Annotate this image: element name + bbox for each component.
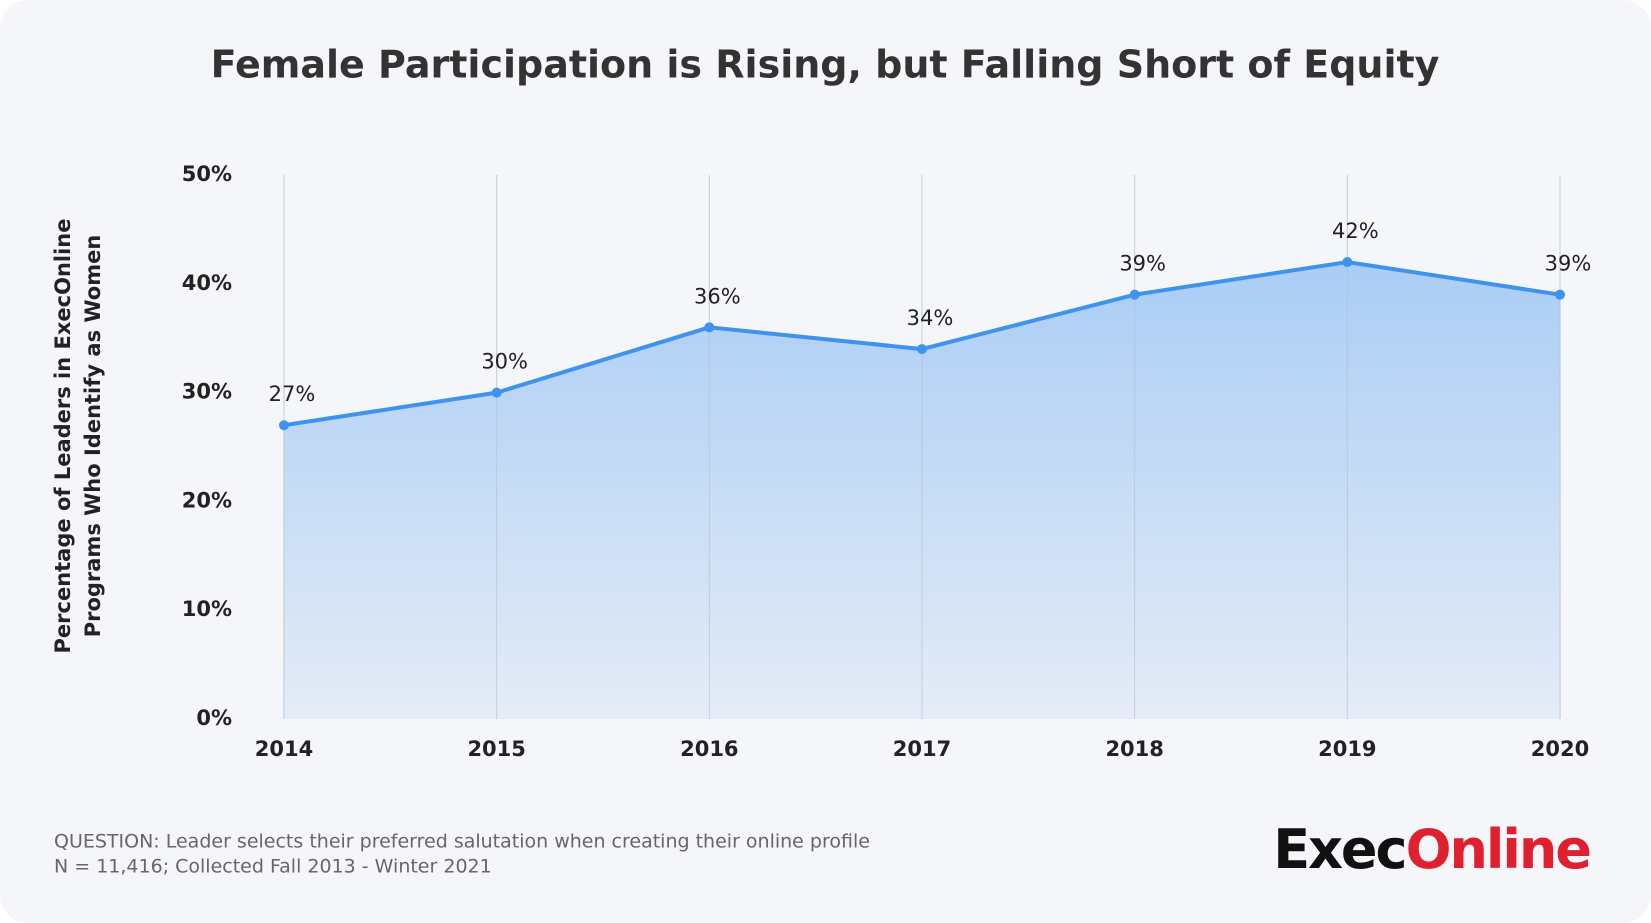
x-tick-label: 2017 xyxy=(893,737,951,761)
y-tick-label: 10% xyxy=(182,597,232,621)
x-tick-label: 2019 xyxy=(1318,737,1376,761)
value-label: 34% xyxy=(907,306,954,330)
x-tick-label: 2016 xyxy=(680,737,738,761)
value-label: 30% xyxy=(481,350,528,374)
point xyxy=(1342,257,1353,268)
x-tick-label: 2020 xyxy=(1531,737,1589,761)
y-axis-label: Programs Who Identify as Women xyxy=(81,235,105,638)
logo: ExecOnline xyxy=(1273,818,1590,881)
footnote: N = 11,416; Collected Fall 2013 - Winter… xyxy=(54,856,492,878)
y-tick-label: 30% xyxy=(182,380,232,404)
point xyxy=(917,344,927,355)
y-tick-label: 40% xyxy=(182,271,232,295)
footnote: QUESTION: Leader selects their preferred… xyxy=(54,831,870,853)
point xyxy=(279,420,289,431)
point xyxy=(1129,289,1140,300)
point xyxy=(704,322,715,333)
value-label: 36% xyxy=(694,284,741,308)
value-label: 39% xyxy=(1119,252,1166,276)
y-axis-label: Percentage of Leaders in ExecOnline xyxy=(51,219,75,654)
value-label: 27% xyxy=(269,382,316,406)
value-label: 42% xyxy=(1332,219,1379,243)
point xyxy=(491,387,502,398)
y-tick-label: 0% xyxy=(196,706,232,730)
chart-title: Female Participation is Rising, but Fall… xyxy=(211,43,1440,87)
point xyxy=(1555,289,1565,300)
y-tick-label: 20% xyxy=(182,488,232,512)
x-tick-label: 2015 xyxy=(467,737,525,761)
logo-part: Exec xyxy=(1273,818,1405,881)
value-label: 39% xyxy=(1545,252,1592,276)
x-tick-label: 2018 xyxy=(1105,737,1163,761)
logo-part: Online xyxy=(1406,818,1591,881)
y-tick-label: 50% xyxy=(182,162,232,186)
x-tick-label: 2014 xyxy=(255,737,313,761)
